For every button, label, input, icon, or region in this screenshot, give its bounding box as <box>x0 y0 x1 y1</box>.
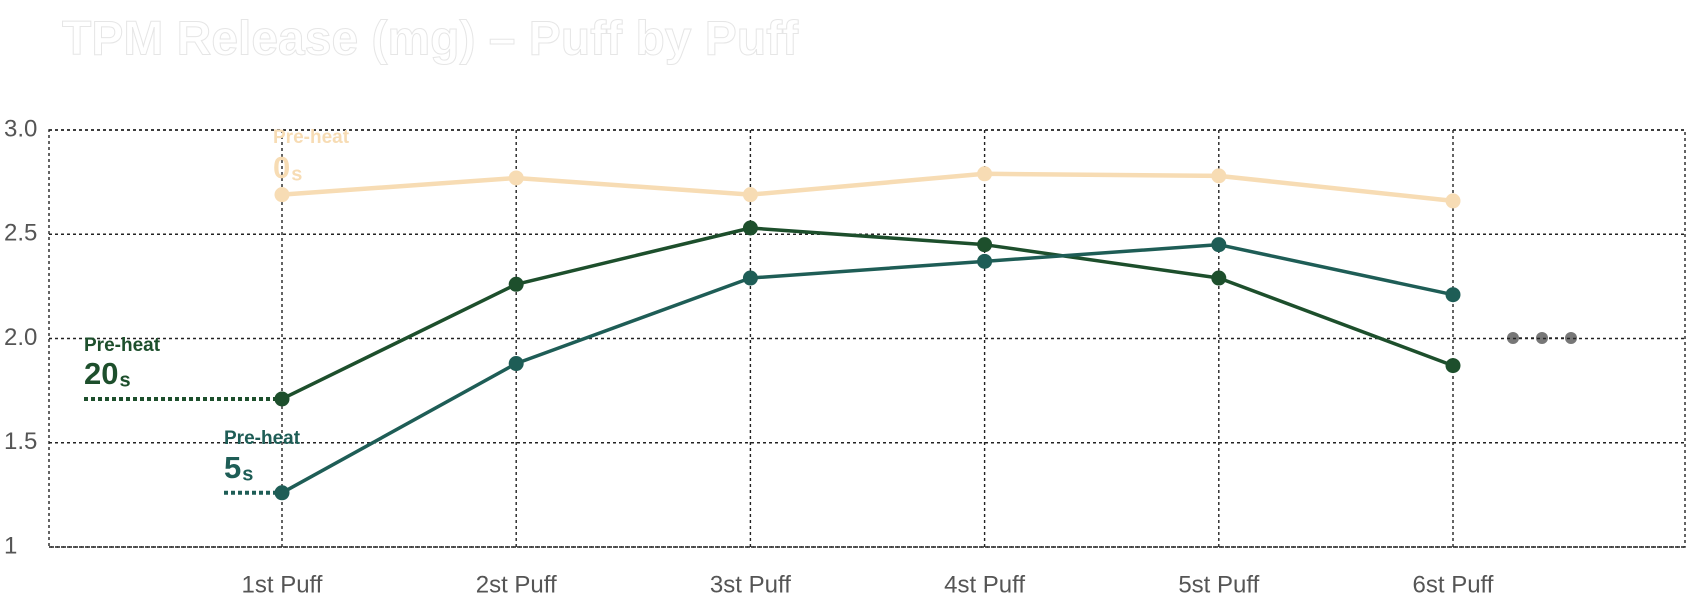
data-point <box>1211 270 1227 286</box>
data-point <box>1211 237 1227 253</box>
y-tick-label: 1.5 <box>4 428 37 455</box>
series-label-top: Pre-heat <box>84 335 161 356</box>
x-tick-label: 3st Puff <box>710 571 791 598</box>
x-tick-label: 1st Puff <box>242 571 323 598</box>
data-point <box>1445 287 1461 303</box>
data-point <box>508 356 524 372</box>
data-point <box>977 237 993 253</box>
series-line <box>281 171 1454 204</box>
y-tick-label: 2.5 <box>4 220 37 247</box>
data-point <box>742 270 758 286</box>
series-line <box>281 242 1454 495</box>
x-tick-label: 6st Puff <box>1413 571 1494 598</box>
x-tick-label: 4st Puff <box>944 571 1025 598</box>
data-point <box>1211 168 1227 184</box>
data-point <box>742 220 758 236</box>
series-label: 5 <box>224 450 241 485</box>
data-point <box>1445 193 1461 209</box>
data-point <box>508 170 524 186</box>
series-label-top: Pre-heat <box>224 428 301 449</box>
data-point <box>977 166 993 182</box>
data-point <box>274 187 290 203</box>
series-line <box>281 226 1454 401</box>
y-tick-label: 3.0 <box>4 115 37 142</box>
chart-title: TPM Release (mg) – Puff by Puff <box>62 13 799 66</box>
x-tick-label: 5st Puff <box>1178 571 1259 598</box>
y-tick-label: 2.0 <box>4 324 37 351</box>
x-tick-label: 2st Puff <box>476 571 557 598</box>
series-label-unit: s <box>291 163 302 185</box>
data-point <box>977 253 993 269</box>
y-tick-label: 1 <box>4 532 17 559</box>
series-label: 0 <box>273 150 290 185</box>
series-label-unit: s <box>242 463 253 485</box>
series-label-top: Pre-heat <box>273 127 350 148</box>
series-label: 20 <box>84 356 118 391</box>
data-point <box>742 187 758 203</box>
data-point <box>508 276 524 292</box>
ellipsis-dot <box>1536 332 1548 344</box>
series-label-unit: s <box>119 369 130 391</box>
data-point <box>1445 358 1461 374</box>
ellipsis-dot <box>1565 332 1577 344</box>
